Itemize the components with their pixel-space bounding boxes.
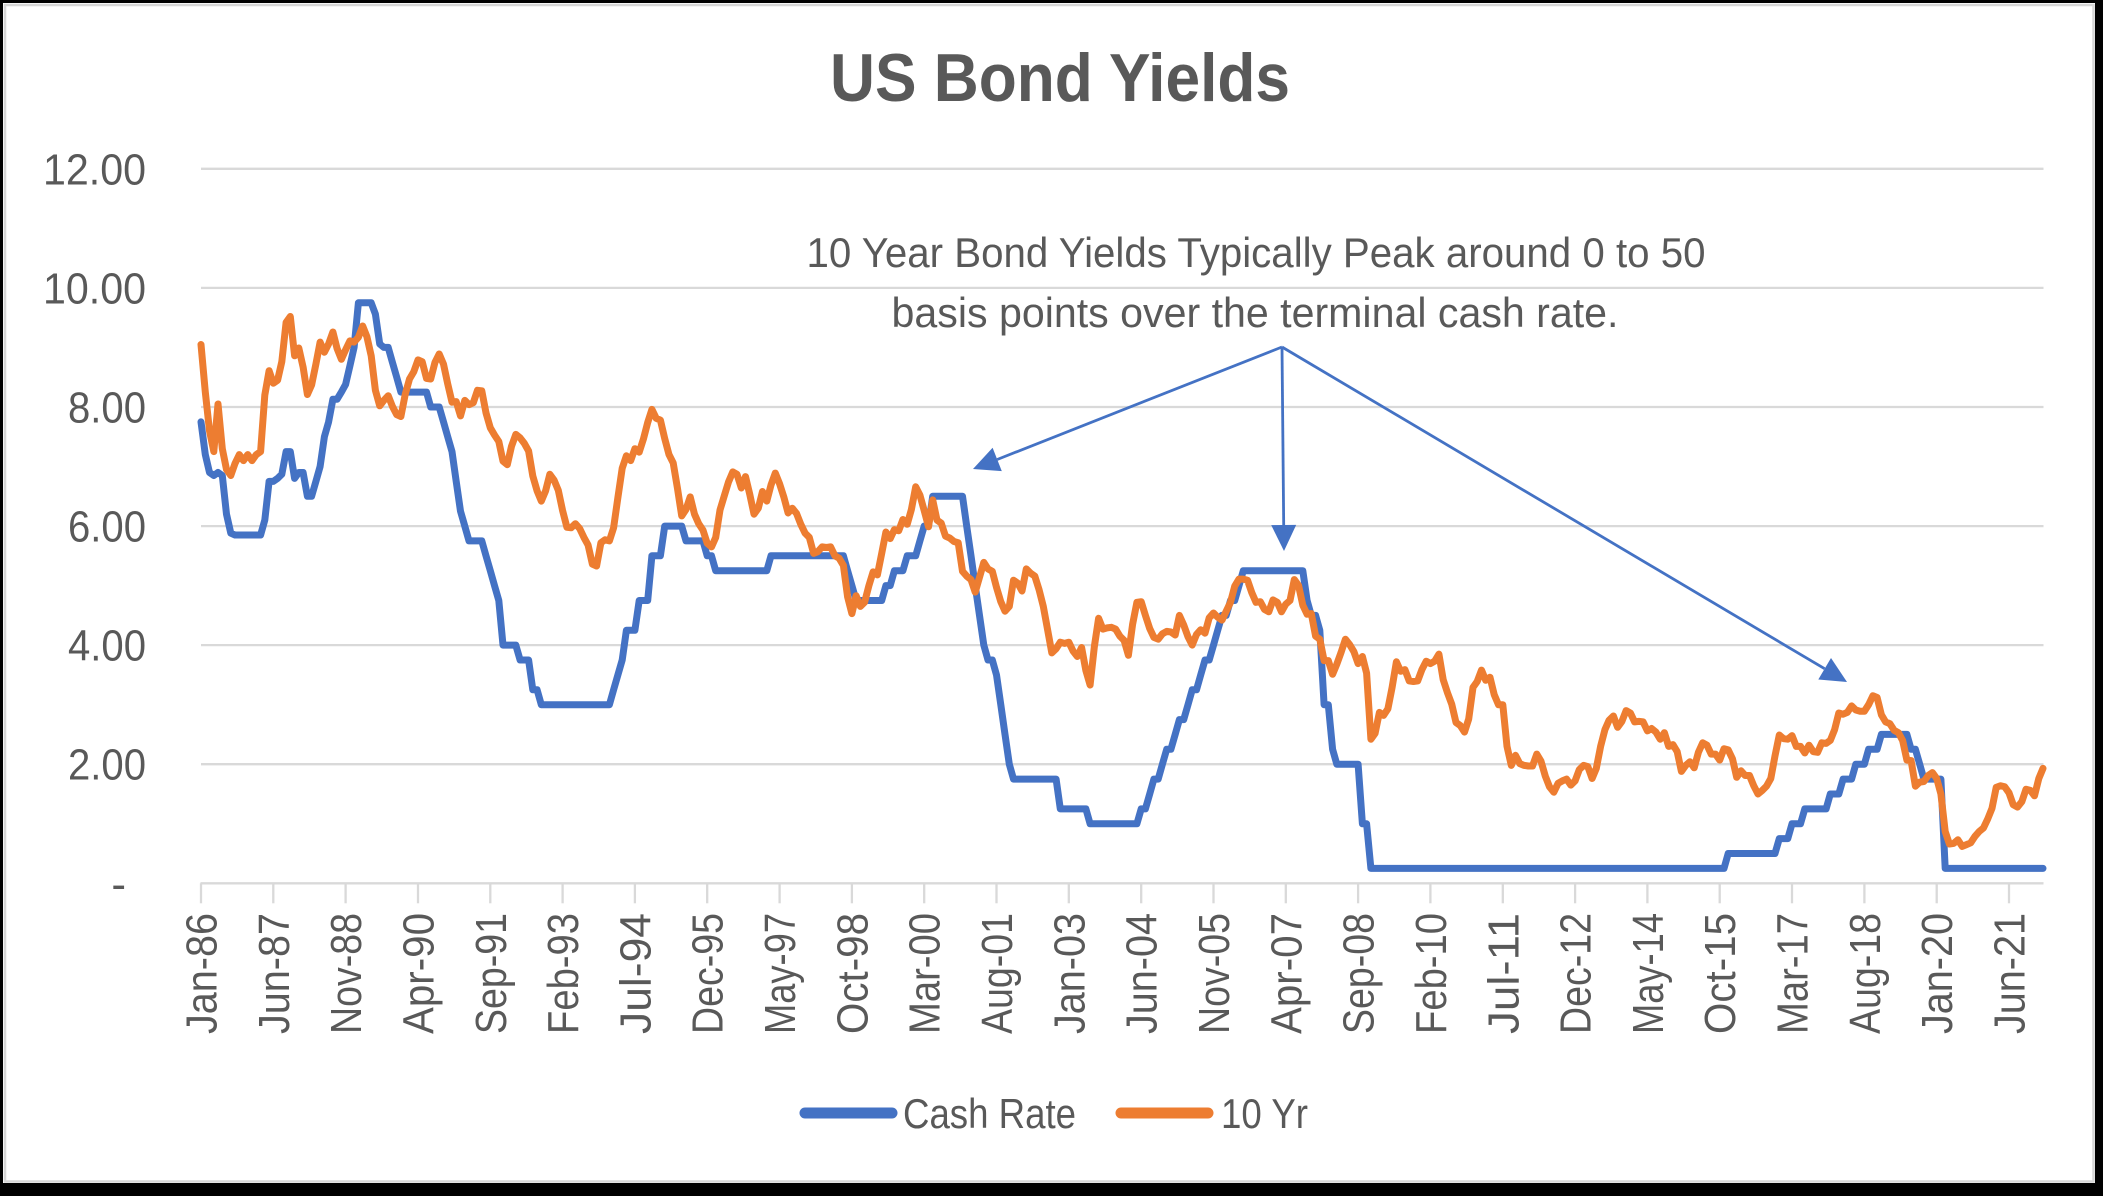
svg-text:basis points over the terminal: basis points over the terminal cash rate… <box>892 289 1619 336</box>
svg-text:Cash Rate: Cash Rate <box>903 1090 1076 1137</box>
svg-text:Jun-04: Jun-04 <box>1118 913 1167 1034</box>
svg-text:Apr-07: Apr-07 <box>1262 913 1311 1034</box>
svg-text:May-14: May-14 <box>1624 913 1673 1034</box>
svg-text:Nov-05: Nov-05 <box>1190 913 1239 1034</box>
svg-text:-: - <box>111 860 126 909</box>
svg-text:Jun-21: Jun-21 <box>1986 913 2035 1034</box>
svg-text:Oct-15: Oct-15 <box>1696 913 1745 1034</box>
svg-text:2.00: 2.00 <box>68 741 146 790</box>
svg-text:Mar-17: Mar-17 <box>1769 913 1818 1034</box>
svg-text:Jul-94: Jul-94 <box>611 913 660 1034</box>
svg-text:Aug-01: Aug-01 <box>973 913 1022 1034</box>
svg-text:Feb-93: Feb-93 <box>539 913 588 1034</box>
svg-text:12.00: 12.00 <box>43 145 146 194</box>
svg-text:Sep-91: Sep-91 <box>467 913 516 1034</box>
svg-text:Dec-95: Dec-95 <box>684 913 733 1034</box>
svg-text:6.00: 6.00 <box>68 503 146 552</box>
svg-text:US Bond Yields: US Bond Yields <box>830 40 1290 116</box>
svg-text:May-97: May-97 <box>756 913 805 1034</box>
svg-text:8.00: 8.00 <box>68 384 146 433</box>
svg-text:Aug-18: Aug-18 <box>1841 913 1890 1034</box>
svg-text:Dec-12: Dec-12 <box>1552 913 1601 1034</box>
svg-text:Feb-10: Feb-10 <box>1407 913 1456 1034</box>
svg-text:4.00: 4.00 <box>68 622 146 671</box>
svg-text:Oct-98: Oct-98 <box>828 913 877 1034</box>
svg-text:Jan-86: Jan-86 <box>178 913 227 1034</box>
svg-text:Mar-00: Mar-00 <box>901 913 950 1034</box>
svg-text:Apr-90: Apr-90 <box>395 913 444 1034</box>
svg-text:Nov-88: Nov-88 <box>322 913 371 1034</box>
svg-text:10.00: 10.00 <box>43 264 146 313</box>
svg-text:Jun-87: Jun-87 <box>250 913 299 1034</box>
svg-text:10 Year Bond Yields Typically: 10 Year Bond Yields Typically Peak aroun… <box>807 229 1706 276</box>
svg-text:Sep-08: Sep-08 <box>1335 913 1384 1034</box>
svg-text:Jan-03: Jan-03 <box>1045 913 1094 1034</box>
svg-text:10 Yr: 10 Yr <box>1221 1090 1308 1137</box>
svg-text:Jul-11: Jul-11 <box>1479 913 1528 1034</box>
svg-text:Jan-20: Jan-20 <box>1913 913 1962 1034</box>
